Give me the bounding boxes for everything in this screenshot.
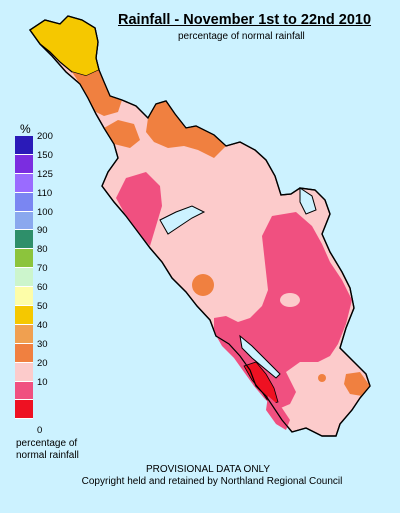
legend-row: 125 — [15, 169, 95, 193]
legend-row: 30 — [15, 339, 95, 363]
land-region-orange-north — [72, 70, 122, 116]
legend-row: 50 — [15, 301, 95, 325]
legend-caption-line1: percentage of — [16, 438, 78, 449]
legend-row — [15, 400, 95, 420]
legend-row: 20 — [15, 358, 95, 382]
footer-copyright: Copyright held and retained by Northland… — [81, 476, 343, 487]
legend-tick-label: 110 — [37, 187, 53, 199]
legend-row: 80 — [15, 244, 95, 269]
legend-swatch — [15, 400, 33, 420]
land-region-orange-bay — [146, 101, 226, 158]
land-region-orange-east — [344, 372, 370, 396]
legend-swatch — [15, 381, 33, 401]
legend-row: 70 — [15, 263, 95, 288]
legend-tick-label: 100 — [37, 206, 53, 218]
harbour-inlet-kaipara — [239, 334, 281, 379]
legend-swatch — [15, 173, 33, 193]
legend-tick-label: 200 — [37, 131, 53, 142]
legend-swatch — [15, 136, 33, 155]
legend-last-tick: 0 — [37, 425, 43, 436]
legend-unit: % — [20, 122, 31, 136]
legend-swatch — [15, 268, 33, 288]
legend-tick-label: 30 — [37, 338, 48, 350]
harbour-inlet-west — [159, 205, 206, 235]
legend-swatch — [15, 362, 33, 382]
legend-swatch — [15, 287, 33, 307]
legend-swatch — [15, 249, 33, 269]
land-region-pink-west — [116, 172, 162, 246]
land-region-orange-small — [318, 374, 326, 382]
legend-swatch — [15, 192, 33, 212]
legend-caption-line2: normal rainfall — [16, 450, 79, 461]
legend-row: 60 — [15, 282, 95, 307]
legend-tick-label: 125 — [37, 168, 53, 180]
land-region-orange-mid-north — [104, 120, 140, 148]
legend-row: 90 — [15, 225, 95, 250]
legend-row: 150 — [15, 150, 95, 174]
land-region-pale-spot — [280, 293, 300, 307]
legend-row: 10 — [15, 377, 95, 401]
legend-row: 40 — [15, 320, 95, 344]
harbour-inlet-east — [299, 187, 317, 215]
legend-swatch — [15, 343, 33, 363]
legend-tick-label: 90 — [37, 225, 48, 237]
land-region-pink-central — [214, 212, 352, 410]
legend-swatch — [15, 324, 33, 344]
legend-swatch — [15, 211, 33, 231]
legend-swatch — [15, 154, 33, 174]
map-subtitle: percentage of normal rainfall — [178, 31, 305, 42]
legend-tick-label: 60 — [37, 282, 48, 294]
legend: 200 150 125 110 100 90 80 70 60 50 40 30 20 10 — [15, 131, 95, 420]
land-region-orange-spot — [192, 274, 214, 296]
legend-tick-label: 20 — [37, 357, 48, 369]
legend-swatch — [15, 306, 33, 325]
legend-row: 110 — [15, 188, 95, 212]
coastline — [29, 15, 371, 437]
footer-provisional: PROVISIONAL DATA ONLY — [145, 464, 271, 475]
legend-tick-label: 50 — [37, 301, 48, 313]
legend-tick-label: 150 — [37, 149, 53, 161]
map-title: Rainfall - November 1st to 22nd 2010 — [118, 12, 372, 28]
legend-tick-label: 40 — [37, 319, 48, 331]
legend-tick-label: 80 — [37, 244, 48, 256]
legend-row: 100 — [15, 207, 95, 231]
legend-caption: percentage of normal rainfall — [16, 438, 106, 462]
legend-tick-label: 70 — [37, 263, 48, 275]
legend-tick-label: 10 — [37, 376, 48, 388]
legend-row: 200 — [15, 131, 95, 155]
legend-swatch — [15, 230, 33, 250]
